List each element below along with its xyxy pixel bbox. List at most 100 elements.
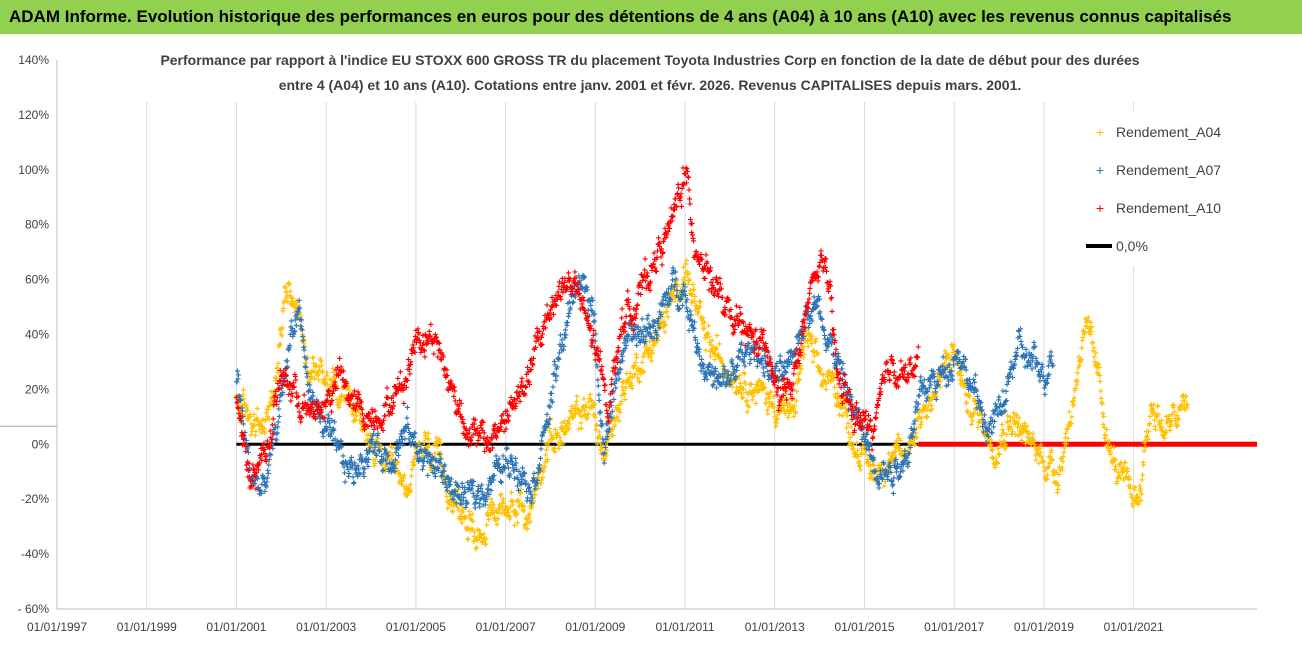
data-point: + (592, 309, 598, 320)
chart-legend: + Rendement_A04 + Rendement_A07 + Rendem… (1074, 112, 1254, 266)
data-point: + (323, 379, 329, 390)
data-point: + (284, 287, 290, 298)
data-point: + (374, 440, 380, 451)
data-point: + (281, 299, 287, 310)
data-point: + (415, 439, 421, 450)
data-point: + (461, 500, 467, 511)
data-point: + (629, 384, 635, 395)
data-point: + (401, 470, 407, 481)
data-point: + (322, 380, 328, 391)
data-point: + (253, 427, 259, 438)
data-point: + (250, 421, 256, 432)
data-point: + (444, 492, 450, 503)
data-point: + (450, 497, 456, 508)
data-point: + (422, 428, 428, 439)
data-point: + (375, 434, 381, 445)
data-point: + (348, 388, 354, 399)
data-point: + (457, 512, 463, 523)
data-point: + (308, 375, 314, 386)
data-point: + (622, 395, 628, 406)
data-point: + (545, 455, 551, 466)
chart-points: ++++++++++++++++++++++++++++++++++++++++… (233, 163, 1190, 555)
data-point: + (413, 454, 419, 465)
data-point: + (457, 496, 463, 507)
data-point: + (408, 472, 414, 483)
data-point: + (333, 381, 339, 392)
data-point: + (1055, 481, 1061, 492)
data-point: + (328, 382, 334, 393)
data-point: + (263, 408, 269, 419)
data-point: + (256, 420, 262, 431)
data-point: + (399, 476, 405, 487)
x-tick-label: 01/01/2009 (565, 620, 625, 634)
data-point: + (302, 359, 308, 370)
data-point: + (335, 401, 341, 412)
x-tick-label: 01/01/2005 (386, 620, 446, 634)
data-point: + (317, 366, 323, 377)
data-point: + (278, 325, 284, 336)
data-point: + (547, 415, 553, 426)
data-point: + (278, 330, 284, 341)
data-point: + (455, 485, 461, 496)
data-point: + (241, 399, 247, 410)
data-point: + (428, 463, 434, 474)
data-point: + (300, 330, 306, 341)
data-point: + (248, 420, 254, 431)
data-point: + (394, 458, 400, 469)
data-point: + (269, 393, 275, 404)
data-point: + (285, 298, 291, 309)
data-point: + (515, 519, 521, 530)
data-point: + (343, 384, 349, 395)
data-point: + (310, 353, 316, 364)
data-point: + (353, 407, 359, 418)
data-point: + (461, 514, 467, 525)
chart-axes (0, 60, 1257, 610)
data-point: + (833, 345, 839, 356)
data-point: + (259, 422, 265, 433)
data-point: + (412, 452, 418, 463)
data-point: + (687, 199, 693, 210)
data-point: + (440, 470, 446, 481)
data-point: + (458, 399, 464, 410)
data-point: + (869, 445, 875, 456)
data-point: + (255, 416, 261, 427)
data-point: + (326, 389, 332, 400)
data-point: + (912, 372, 918, 383)
data-point: + (1101, 412, 1107, 423)
data-point: + (438, 439, 444, 450)
data-point: + (381, 465, 387, 476)
data-point: + (270, 401, 276, 412)
data-point: + (366, 435, 372, 446)
data-point: + (1003, 442, 1009, 453)
data-point: + (365, 445, 371, 456)
data-point: + (411, 460, 417, 471)
data-point: + (464, 499, 470, 510)
data-point: + (973, 370, 979, 381)
data-point: + (385, 449, 391, 460)
data-point: + (451, 497, 457, 508)
data-point: + (365, 436, 371, 447)
data-point: + (422, 431, 428, 442)
data-point: + (287, 291, 293, 302)
data-point: + (698, 298, 704, 309)
y-tick-label: 100% (18, 163, 49, 177)
data-point: + (608, 398, 614, 409)
data-point: + (344, 379, 350, 390)
data-point: + (382, 464, 388, 475)
data-point: + (679, 202, 685, 213)
data-point: + (242, 410, 248, 421)
data-point: + (270, 395, 276, 406)
data-point: + (386, 452, 392, 463)
data-point: + (393, 460, 399, 471)
data-point: + (328, 386, 334, 397)
data-point: + (528, 518, 534, 529)
data-point: + (373, 455, 379, 466)
data-point: + (319, 361, 325, 372)
data-point: + (245, 416, 251, 427)
data-point: + (358, 412, 364, 423)
data-point: + (410, 458, 416, 469)
data-point: + (312, 362, 318, 373)
data-point: + (262, 416, 268, 427)
data-point: + (267, 401, 273, 412)
data-point: + (258, 416, 264, 427)
